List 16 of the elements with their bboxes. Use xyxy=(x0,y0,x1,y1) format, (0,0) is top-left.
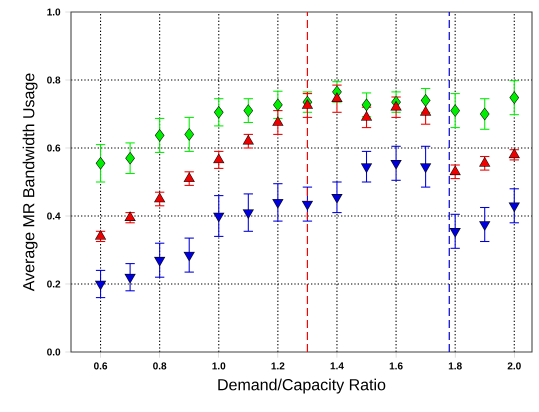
y-axis-title: Average MR Bandwidth Usage xyxy=(22,74,38,292)
x-tick-label: 2.0 xyxy=(508,362,521,370)
y-tick-label: 1.0 xyxy=(47,8,60,16)
y-tick-label: 0.4 xyxy=(47,212,61,220)
y-tick-label: 0.0 xyxy=(47,348,60,356)
y-tick-label: 0.2 xyxy=(47,280,60,288)
x-tick-label: 0.6 xyxy=(94,362,108,370)
x-axis-title: Demand/Capacity Ratio xyxy=(218,378,386,394)
x-tick-label: 1.6 xyxy=(390,362,403,370)
y-tick-label: 0.8 xyxy=(47,76,60,84)
x-tick-label: 1.4 xyxy=(330,362,344,370)
x-tick-label: 1.0 xyxy=(212,362,226,370)
x-tick-label: 1.8 xyxy=(448,362,462,370)
x-tick-label: 1.2 xyxy=(272,362,284,370)
y-tick-label: 0.6 xyxy=(47,144,60,152)
x-tick-label: 0.8 xyxy=(153,362,166,370)
